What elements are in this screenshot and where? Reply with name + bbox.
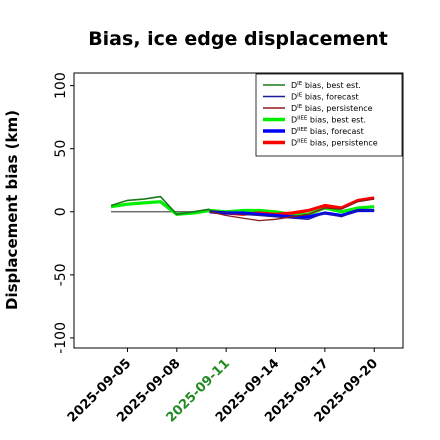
y-tick-label: -100 [53, 322, 69, 354]
series-line-1 [209, 209, 375, 220]
legend-entry: DIIEE bias, best est. [291, 116, 366, 125]
y-axis-label: Displacement bias (km) [3, 110, 21, 310]
legend-entry: DIE bias, forecast [291, 93, 359, 102]
y-tick-label: 100 [53, 72, 69, 99]
legend: DIE bias, best est. DIE bias, forecast DIE… [255, 73, 403, 157]
plot-area: -100-500501002025-09-052025-09-082025-09… [53, 72, 404, 426]
legend-entry: DIE bias, persistence [291, 104, 373, 113]
series-line-3 [110, 200, 375, 216]
y-tick-label: 50 [53, 140, 69, 158]
series-line-2 [209, 198, 375, 222]
legend-entry: DIIEE bias, persistence [291, 139, 378, 148]
y-tick-label: -50 [53, 263, 69, 286]
legend-entry: DIIEE bias, forecast [291, 127, 364, 136]
plot-frame [73, 72, 404, 349]
chart-title: Bias, ice edge displacement [88, 28, 388, 50]
legend-entry: DIE bias, best est. [291, 81, 361, 90]
series-line-0 [110, 195, 210, 216]
y-tick-label: 0 [53, 207, 69, 216]
